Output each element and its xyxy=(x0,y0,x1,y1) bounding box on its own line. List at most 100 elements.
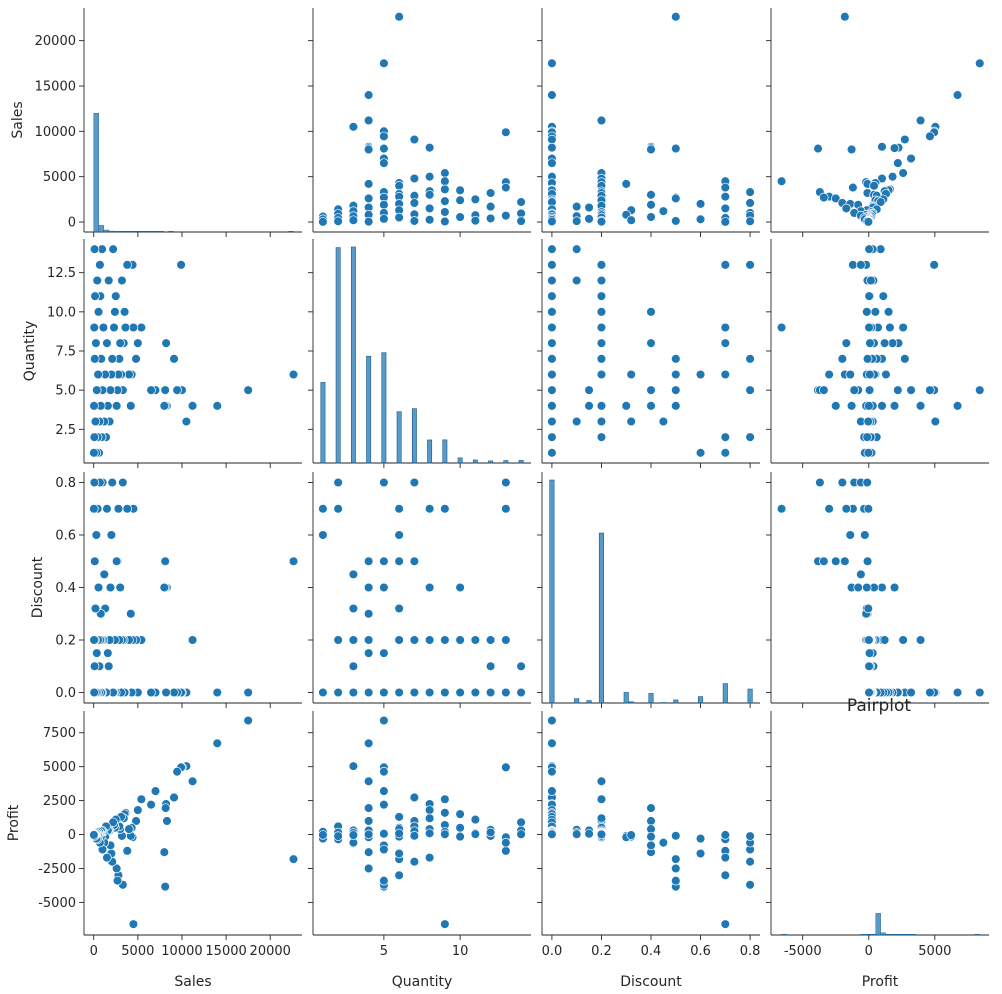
scatter-point xyxy=(671,193,681,204)
scatter-point xyxy=(187,401,198,411)
scatter-point xyxy=(89,504,99,514)
scatter-point xyxy=(671,369,681,380)
x-tick-label: 20000 xyxy=(250,944,291,959)
scatter-point xyxy=(906,385,916,395)
x-tick-label: 0.0 xyxy=(542,944,563,959)
scatter-point xyxy=(113,504,124,514)
scatter-point xyxy=(853,582,863,593)
scatter-point xyxy=(646,816,656,826)
scatter-point xyxy=(394,812,404,822)
panel-sales-vs-discount xyxy=(537,8,760,237)
scatter-point xyxy=(862,582,872,593)
scatter-point xyxy=(379,687,389,698)
scatter-point xyxy=(501,635,511,645)
scatter-point xyxy=(160,385,170,395)
scatter-point xyxy=(118,477,128,488)
histogram-bar xyxy=(660,702,666,704)
scatter-point xyxy=(102,338,112,348)
histogram-bar xyxy=(503,460,509,464)
scatter-point xyxy=(547,158,557,168)
scatter-point xyxy=(455,195,465,206)
panel-profit-vs-profit: -5000 0 5000 Profit xyxy=(766,711,989,990)
scatter-point xyxy=(159,582,170,593)
scatter-point xyxy=(671,385,681,395)
scatter-point xyxy=(893,385,903,395)
scatter-point xyxy=(671,863,681,874)
y-tick-label: 0.4 xyxy=(55,581,76,596)
scatter-point xyxy=(745,187,755,197)
scatter-point xyxy=(975,58,985,69)
scatter-point xyxy=(409,856,420,867)
scatter-point xyxy=(671,831,681,841)
scatter-point xyxy=(571,416,582,427)
histogram-bar xyxy=(118,230,124,233)
scatter-point xyxy=(105,582,116,593)
scatter-point xyxy=(470,194,481,205)
scatter-point xyxy=(866,275,876,286)
x-axis-title: Profit xyxy=(862,974,899,990)
x-tick-label: 0.2 xyxy=(591,944,612,959)
scatter-point xyxy=(547,244,557,254)
scatter-point xyxy=(288,369,299,380)
histogram-bar xyxy=(910,934,916,936)
scatter-point xyxy=(547,338,557,348)
scatter-point xyxy=(318,830,328,840)
scatter-point xyxy=(952,90,963,100)
scatter-point xyxy=(394,603,404,614)
scatter-point xyxy=(394,180,404,191)
scatter-point xyxy=(720,260,731,270)
scatter-point xyxy=(547,385,557,395)
scatter-point xyxy=(547,738,557,749)
histogram-bar xyxy=(98,225,104,233)
scatter-point xyxy=(571,275,582,286)
scatter-point xyxy=(863,504,874,514)
histogram-bar xyxy=(123,230,129,233)
scatter-point xyxy=(671,854,681,864)
histogram-bar xyxy=(472,459,478,464)
scatter-point xyxy=(424,582,435,593)
scatter-point xyxy=(424,828,435,839)
scatter-point xyxy=(863,603,873,614)
scatter-point xyxy=(379,844,389,855)
scatter-point xyxy=(952,401,963,411)
scatter-point xyxy=(671,143,681,154)
scatter-point xyxy=(571,201,582,212)
scatter-point xyxy=(875,197,886,207)
scatter-point xyxy=(720,322,731,333)
scatter-point xyxy=(379,477,389,488)
scatter-point xyxy=(440,184,450,195)
scatter-point xyxy=(363,608,374,619)
scatter-point xyxy=(470,814,481,825)
histogram-bar xyxy=(870,934,876,936)
panel-discount-vs-discount xyxy=(537,472,760,708)
panel-profit-vs-discount: 0.0 0.2 0.4 0.6 0.8 Discount xyxy=(537,711,760,990)
histogram-bar xyxy=(974,934,980,936)
scatter-point xyxy=(952,687,963,698)
panel-discount-vs-sales: 0.0 0.2 0.4 0.6 0.8 Discount xyxy=(30,472,302,708)
scatter-point xyxy=(547,322,557,333)
scatter-point xyxy=(379,131,389,142)
scatter-point xyxy=(409,173,420,184)
scatter-point xyxy=(547,134,557,145)
scatter-point xyxy=(89,448,99,458)
y-tick-label: 10.0 xyxy=(47,305,76,320)
scatter-point xyxy=(862,556,873,566)
scatter-point xyxy=(109,322,119,333)
scatter-point xyxy=(424,171,435,182)
histogram-bar xyxy=(113,230,119,233)
scatter-point xyxy=(394,212,404,223)
scatter-point xyxy=(394,635,404,645)
scatter-point xyxy=(348,830,359,840)
panel-quantity-vs-discount xyxy=(537,239,760,468)
scatter-point xyxy=(864,244,874,254)
scatter-point xyxy=(126,401,136,411)
scatter-point xyxy=(363,193,374,204)
y-tick-label: 7.5 xyxy=(55,345,76,360)
scatter-point xyxy=(379,582,389,593)
scatter-point xyxy=(379,58,389,69)
x-axis-title: Quantity xyxy=(392,974,453,990)
scatter-point xyxy=(863,416,873,427)
histogram-bar xyxy=(598,532,604,704)
scatter-point xyxy=(136,322,147,333)
scatter-point xyxy=(646,338,656,348)
